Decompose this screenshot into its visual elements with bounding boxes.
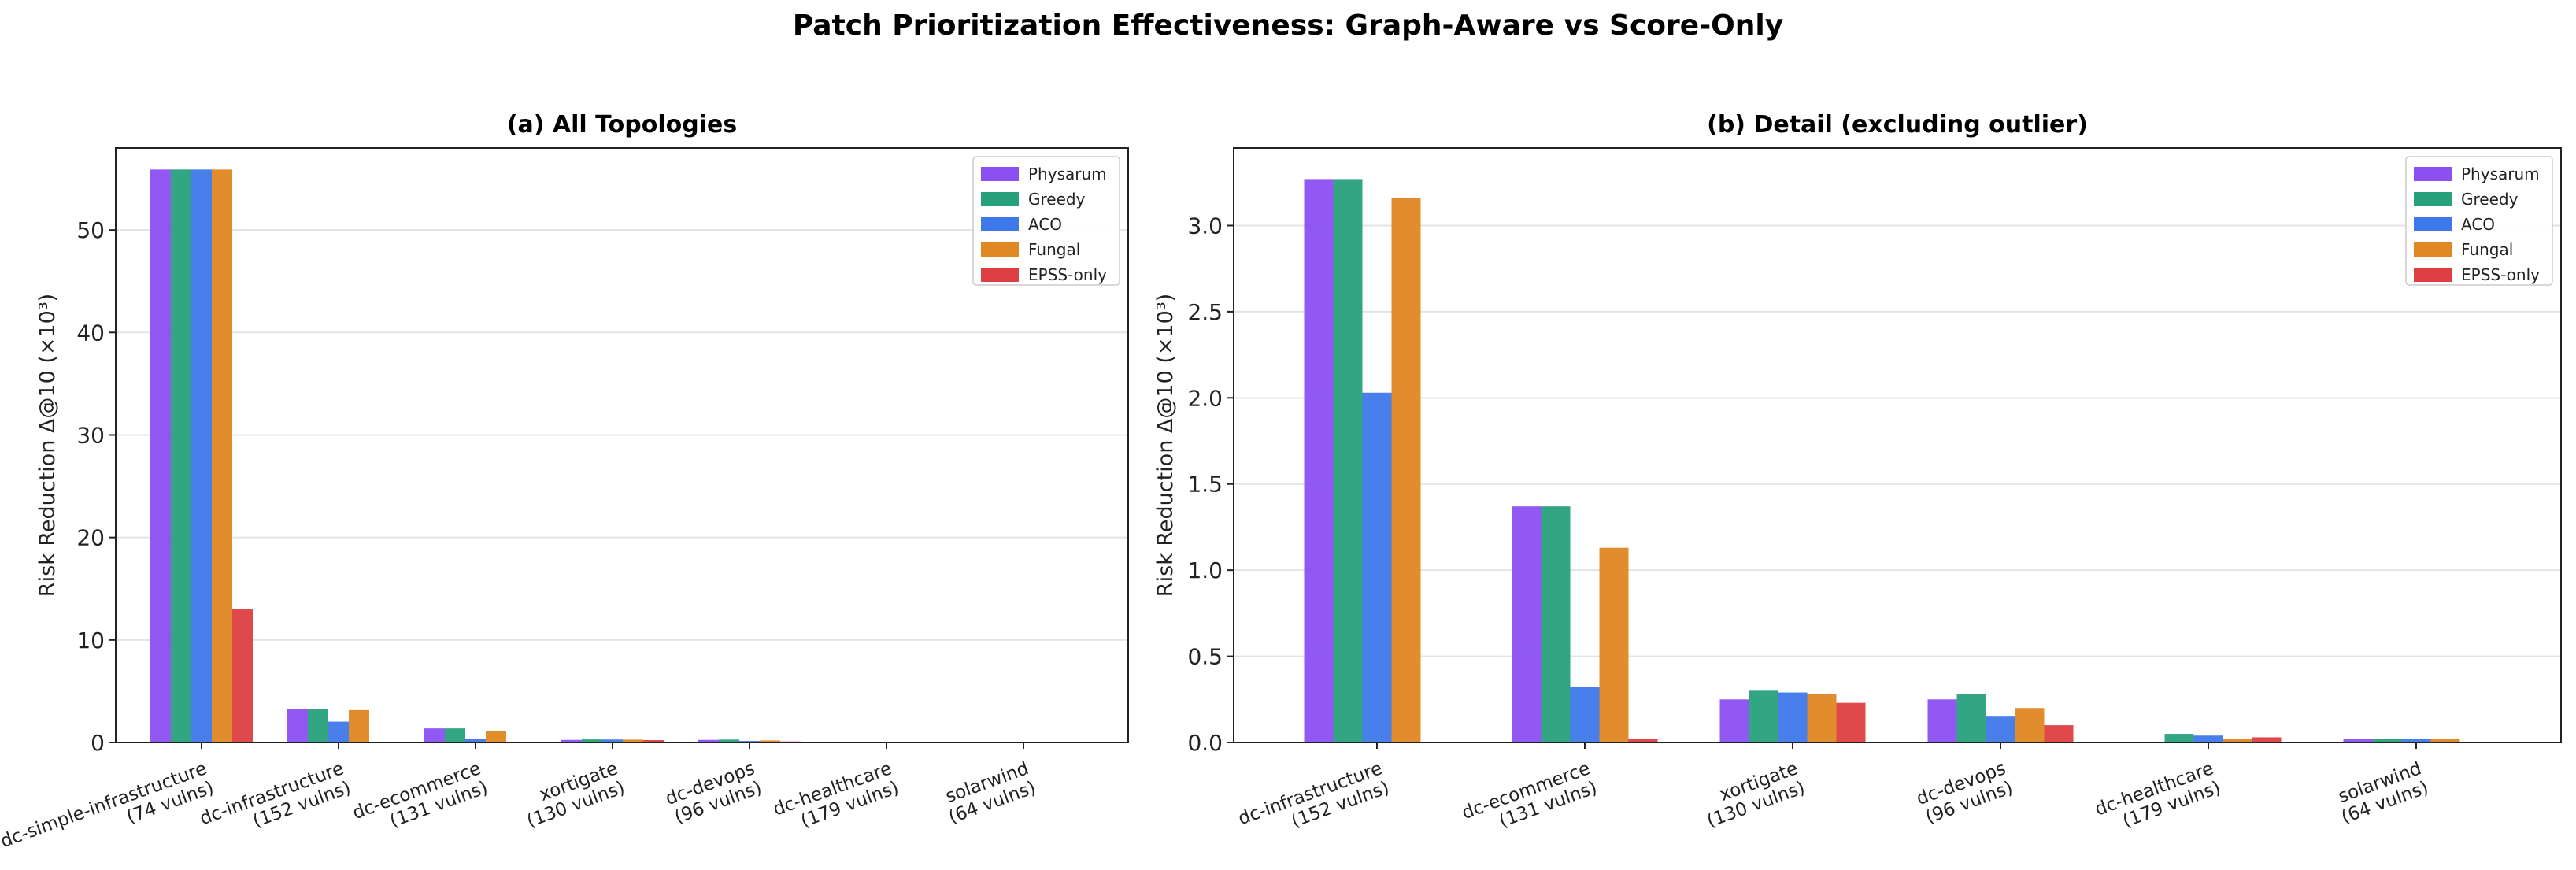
bar-b-fungal-0 <box>1391 198 1421 743</box>
ytick-label-a: 50 <box>76 217 105 243</box>
axes-frame-a <box>115 147 1129 743</box>
legend-label: EPSS-only <box>2461 265 2540 284</box>
bar-b-greedy-0 <box>1333 179 1363 743</box>
bar-b-fungal-5 <box>2430 739 2460 742</box>
bar-b-greedy-2 <box>1749 690 1778 742</box>
bar-a-physarum-1 <box>287 709 308 742</box>
bar-b-epss-only-3 <box>2044 725 2074 742</box>
ytick-label-a: 0 <box>91 730 105 756</box>
legend-swatch-fungal <box>2414 242 2452 257</box>
ytick-label-a: 20 <box>76 525 105 551</box>
legend-label: Greedy <box>2461 190 2519 209</box>
bar-a-fungal-3 <box>623 739 643 742</box>
bar-b-aco-1 <box>1570 687 1600 742</box>
bar-b-physarum-0 <box>1304 179 1334 743</box>
legend-swatch-physarum <box>2414 167 2452 181</box>
bar-b-physarum-5 <box>2343 739 2373 742</box>
legend-label: Physarum <box>2461 165 2540 183</box>
bar-a-fungal-1 <box>349 709 369 742</box>
bar-b-aco-2 <box>1778 692 1808 742</box>
bar-a-fungal-4 <box>760 740 780 742</box>
figure-suptitle: Patch Prioritization Effectiveness: Grap… <box>793 9 1783 42</box>
bar-a-fungal-2 <box>486 731 506 742</box>
bar-a-greedy-0 <box>171 169 191 743</box>
ytick-label-b: 2.0 <box>1187 385 1223 411</box>
bar-b-fungal-3 <box>2015 708 2045 742</box>
legend-swatch-fungal <box>981 242 1019 257</box>
bar-a-epss-only-0 <box>232 609 253 742</box>
ytick-label-b: 3.0 <box>1187 213 1223 239</box>
legend-a: Physarum Greedy ACO Fungal EPSS-only <box>972 156 1120 286</box>
y-axis-label-a: Risk Reduction Δ@10 (×10³) <box>35 294 60 597</box>
panel-title-b: (b) Detail (excluding outlier) <box>1707 111 2088 139</box>
bar-b-greedy-4 <box>2164 734 2194 742</box>
legend-label: Fungal <box>2461 240 2513 259</box>
legend-swatch-greedy <box>981 192 1019 206</box>
ytick-label-b: 1.5 <box>1187 472 1223 498</box>
bar-a-physarum-2 <box>424 728 445 742</box>
legend-label: ACO <box>1028 215 1062 234</box>
legend-label: Greedy <box>1028 190 1086 209</box>
bar-a-physarum-0 <box>150 169 171 743</box>
legend-swatch-aco <box>981 217 1019 231</box>
bar-b-fungal-4 <box>2223 739 2252 742</box>
bar-b-physarum-2 <box>1719 699 1749 742</box>
bar-b-aco-3 <box>1986 716 2015 742</box>
bar-a-aco-2 <box>465 739 486 742</box>
bar-a-greedy-2 <box>445 728 465 742</box>
ytick-label-b: 0.5 <box>1187 644 1223 670</box>
legend-swatch-physarum <box>981 167 1019 181</box>
bar-a-greedy-4 <box>719 739 739 742</box>
bar-b-fungal-1 <box>1599 547 1629 742</box>
legend-label: EPSS-only <box>1028 265 1107 284</box>
legend-label: Fungal <box>1028 240 1080 259</box>
bar-a-aco-3 <box>602 739 623 742</box>
ytick-label-b: 1.0 <box>1187 557 1223 583</box>
panel-title-a: (a) All Topologies <box>507 111 737 139</box>
legend-swatch-epss-only <box>981 268 1019 282</box>
bar-a-epss-only-3 <box>643 740 664 742</box>
legend-swatch-aco <box>2414 217 2452 231</box>
bar-b-greedy-5 <box>2372 739 2402 742</box>
bar-b-epss-only-2 <box>1836 702 1866 742</box>
bar-b-greedy-1 <box>1541 506 1571 742</box>
ytick-label-a: 40 <box>76 320 105 346</box>
bar-b-fungal-2 <box>1807 694 1837 742</box>
bar-a-physarum-4 <box>698 739 719 742</box>
bar-b-aco-5 <box>2401 739 2431 742</box>
ytick-label-b: 2.5 <box>1187 299 1223 325</box>
bar-b-greedy-3 <box>1956 694 1986 742</box>
ytick-label-b: 0.0 <box>1187 730 1223 756</box>
ytick-label-a: 10 <box>76 628 105 653</box>
legend-swatch-epss-only <box>2414 268 2452 282</box>
legend-b: Physarum Greedy ACO Fungal EPSS-only <box>2405 156 2553 286</box>
bar-a-greedy-1 <box>308 709 328 742</box>
bar-b-aco-0 <box>1362 392 1392 742</box>
y-axis-label-b: Risk Reduction Δ@10 (×10³) <box>1153 294 1178 597</box>
bar-b-aco-4 <box>2193 735 2223 742</box>
bar-a-fungal-0 <box>212 169 232 743</box>
ytick-label-a: 30 <box>76 422 105 448</box>
bar-a-greedy-3 <box>582 739 602 742</box>
legend-swatch-greedy <box>2414 192 2452 206</box>
bar-a-aco-1 <box>328 721 349 742</box>
legend-label: ACO <box>2461 215 2495 234</box>
bar-b-physarum-1 <box>1512 506 1542 742</box>
bar-b-physarum-3 <box>1927 699 1957 742</box>
bar-b-epss-only-4 <box>2252 737 2282 742</box>
bar-b-epss-only-1 <box>1628 739 1658 742</box>
bar-a-aco-0 <box>191 169 212 743</box>
bar-a-physarum-3 <box>561 739 582 742</box>
legend-label: Physarum <box>1028 165 1107 183</box>
axes-frame-b <box>1233 147 2562 743</box>
